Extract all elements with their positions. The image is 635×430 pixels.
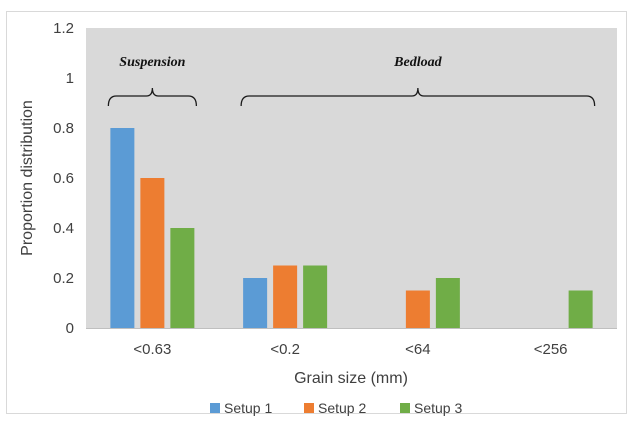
y-axis-ticks: 0 0.2 0.4 0.6 0.8 1 1.2 (53, 20, 74, 337)
legend-swatch-setup-1 (210, 403, 220, 413)
bar-setup-1-1 (243, 278, 268, 328)
x-axis-ticks: <0.63 <0.2 <64 <256 (133, 341, 567, 358)
bar-setup-3-0 (170, 228, 195, 328)
y-axis-title: Proportion distribution (19, 100, 36, 256)
y-tick-label: 1 (66, 70, 74, 87)
bar-setup-3-1 (303, 265, 328, 328)
x-tick-label: <0.2 (270, 341, 300, 358)
y-tick-label: 0.2 (53, 270, 74, 287)
x-tick-label: <0.63 (133, 341, 171, 358)
plot-area (86, 28, 617, 328)
legend-swatch-setup-2 (304, 403, 314, 413)
legend: Setup 1 Setup 2 Setup 3 (210, 400, 462, 416)
y-tick-label: 0.4 (53, 220, 74, 237)
annotation-brace (107, 87, 198, 107)
annotations: Suspension Bedload (107, 55, 596, 107)
bar-setup-3-3 (568, 290, 593, 328)
bar-setup-2-0 (140, 178, 165, 328)
y-tick-label: 1.2 (53, 20, 74, 37)
bar-setup-2-1 (273, 265, 298, 328)
annotation-brace (240, 87, 596, 107)
legend-label: Setup 1 (224, 400, 272, 416)
y-tick-label: 0.6 (53, 170, 74, 187)
y-tick-label: 0.8 (53, 120, 74, 137)
bar-setup-3-2 (435, 278, 460, 328)
bars (110, 128, 593, 328)
x-tick-label: <64 (405, 341, 430, 358)
annotation-label: Bedload (393, 55, 442, 70)
x-tick-label: <256 (534, 341, 568, 358)
legend-label: Setup 2 (318, 400, 366, 416)
legend-swatch-setup-3 (400, 403, 410, 413)
x-axis-title: Grain size (mm) (294, 370, 408, 387)
y-tick-label: 0 (66, 320, 74, 337)
annotation-label: Suspension (119, 55, 185, 70)
bar-setup-1-0 (110, 128, 135, 328)
legend-label: Setup 3 (414, 400, 462, 416)
bar-setup-2-2 (405, 290, 430, 328)
